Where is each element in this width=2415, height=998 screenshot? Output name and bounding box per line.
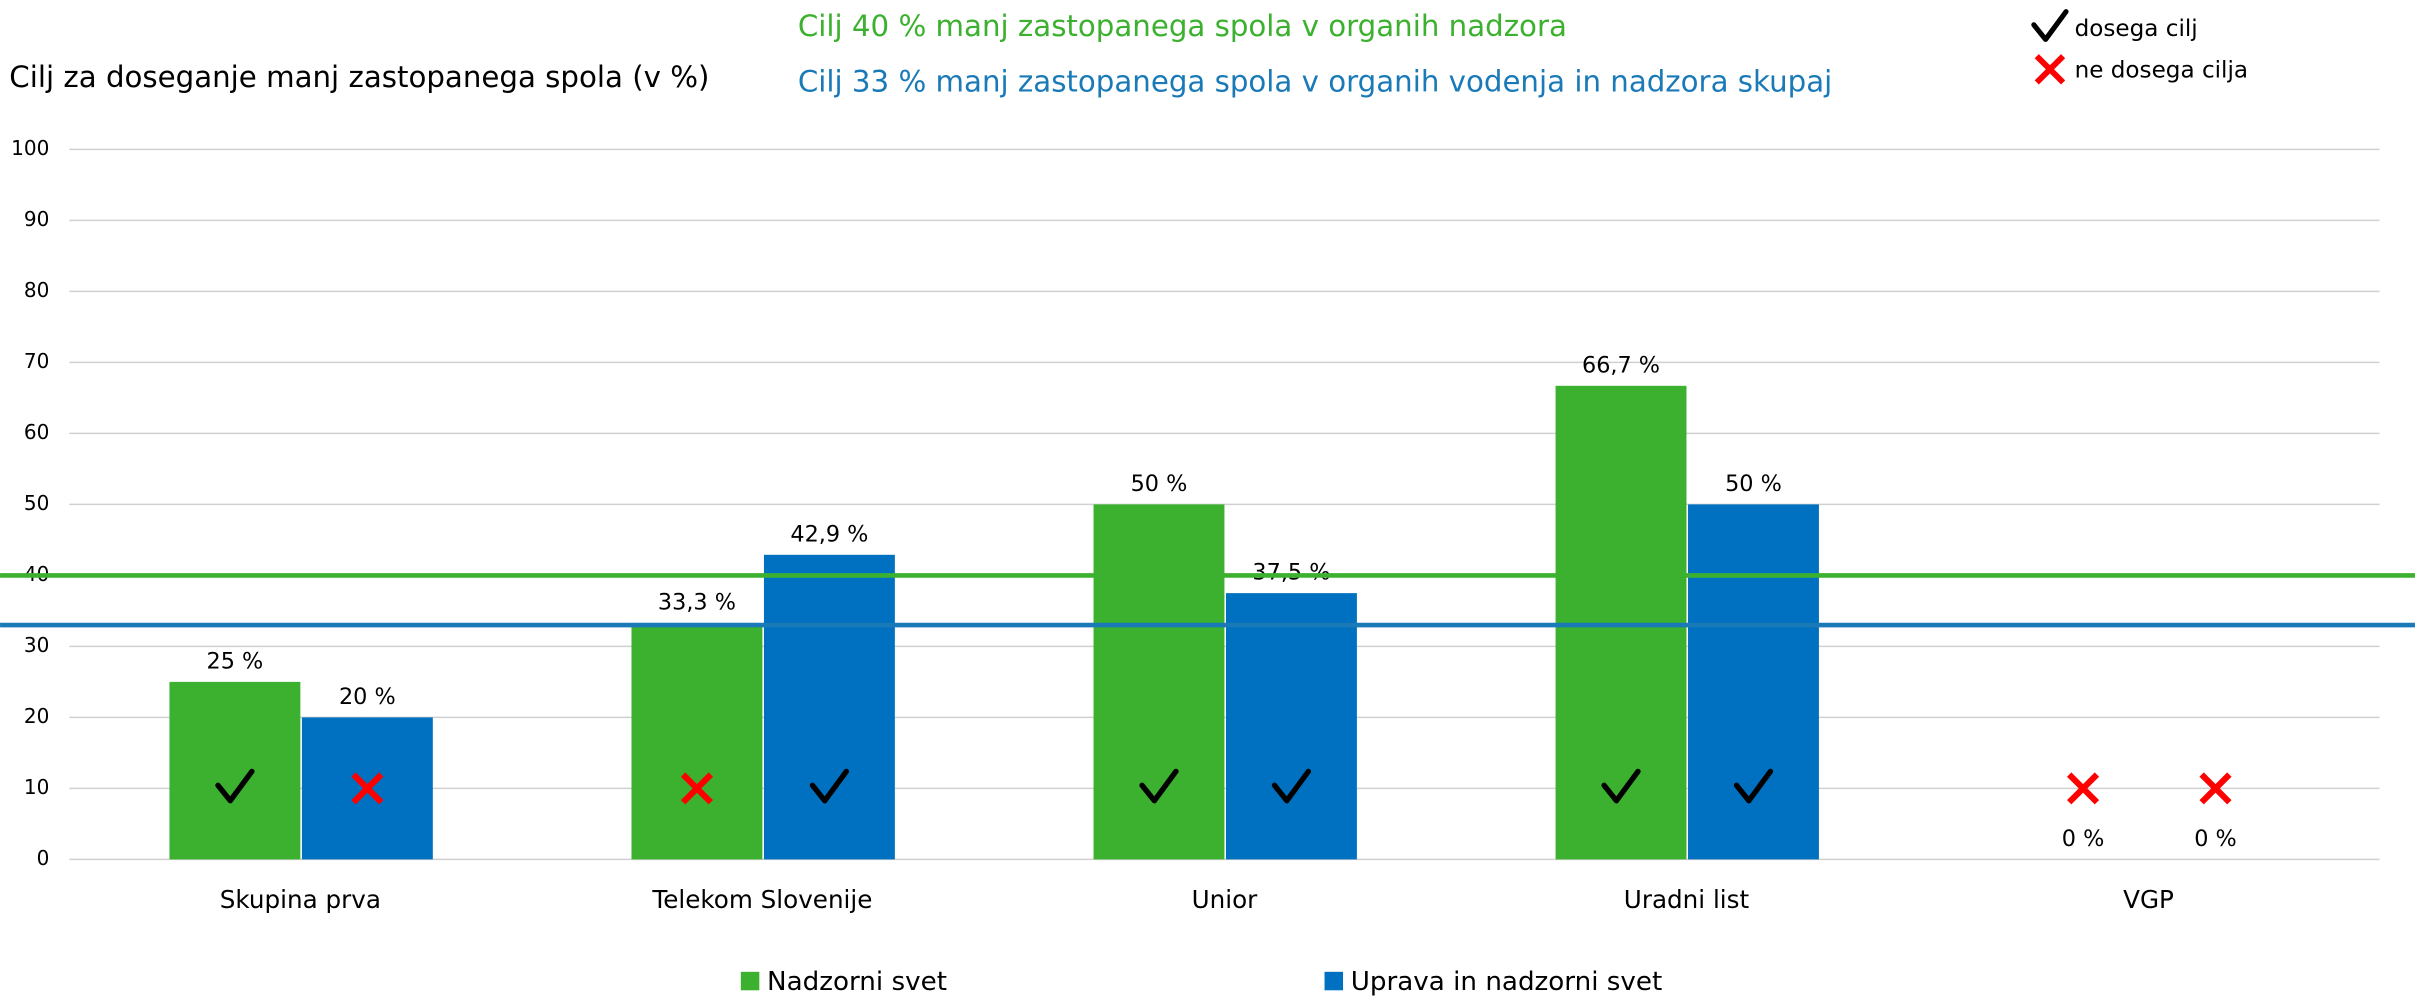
status-icon xyxy=(1271,768,1312,804)
reference-label: Cilj 33 % manj zastopanega spola v organ… xyxy=(798,65,1832,99)
legend-swatch xyxy=(740,971,760,991)
bar xyxy=(1225,593,1357,860)
status-icon xyxy=(680,772,713,805)
data-label: 20 % xyxy=(339,684,396,710)
y-tick-label: 80 xyxy=(24,278,49,302)
y-tick-label: 20 xyxy=(24,704,49,728)
status-icon xyxy=(1601,768,1641,804)
legend-icon xyxy=(2034,54,2066,85)
y-axis-title: Cilj za doseganje manj zastopanega spola… xyxy=(9,60,709,94)
data-label: 33,3 % xyxy=(658,589,736,615)
data-label: 37,5 % xyxy=(1252,560,1330,586)
data-label: 50 % xyxy=(1725,471,1782,497)
bar xyxy=(1688,504,1819,860)
data-label: 66,7 % xyxy=(1582,352,1660,378)
x-tick-label: Skupina prva xyxy=(220,885,381,914)
data-label: 0 % xyxy=(2194,826,2237,852)
legend-label: ne dosega cilja xyxy=(2075,57,2248,83)
legend-icon xyxy=(2031,9,2069,42)
y-tick-label: 100 xyxy=(11,136,49,160)
bar xyxy=(169,681,301,860)
reference-label: Cilj 40 % manj zastopanega spola v organ… xyxy=(798,9,1567,43)
legend-label: Nadzorni svet xyxy=(767,967,947,997)
status-icon xyxy=(2199,772,2232,805)
y-tick-label: 30 xyxy=(24,633,49,657)
bar xyxy=(763,554,895,860)
x-tick-label: Telekom Slovenije xyxy=(651,885,872,914)
y-tick-label: 10 xyxy=(24,775,49,799)
data-label: 42,9 % xyxy=(790,521,868,547)
data-label: 0 % xyxy=(2062,826,2105,852)
bar xyxy=(631,622,763,860)
status-icon xyxy=(351,772,384,805)
y-tick-label: 50 xyxy=(24,491,49,515)
x-tick-label: VGP xyxy=(2123,885,2174,914)
y-tick-label: 70 xyxy=(24,349,49,373)
legend-label: dosega cilj xyxy=(2075,16,2198,42)
status-icon xyxy=(2067,772,2100,805)
bar xyxy=(1093,504,1225,860)
data-label: 50 % xyxy=(1131,471,1188,497)
legend-label: Uprava in nadzorni svet xyxy=(1351,967,1663,997)
status-icon xyxy=(1139,768,1179,804)
status-icon xyxy=(215,768,255,804)
y-tick-label: 90 xyxy=(24,207,49,231)
x-tick-label: Unior xyxy=(1192,885,1259,914)
x-tick-label: Uradni list xyxy=(1624,885,1750,914)
status-icon xyxy=(809,768,850,804)
data-label: 25 % xyxy=(207,648,264,674)
y-tick-label: 0 xyxy=(37,846,50,870)
legend-swatch xyxy=(1324,971,1344,991)
y-tick-label: 60 xyxy=(24,420,49,444)
bar xyxy=(1555,385,1687,860)
status-icon xyxy=(1733,768,1774,804)
